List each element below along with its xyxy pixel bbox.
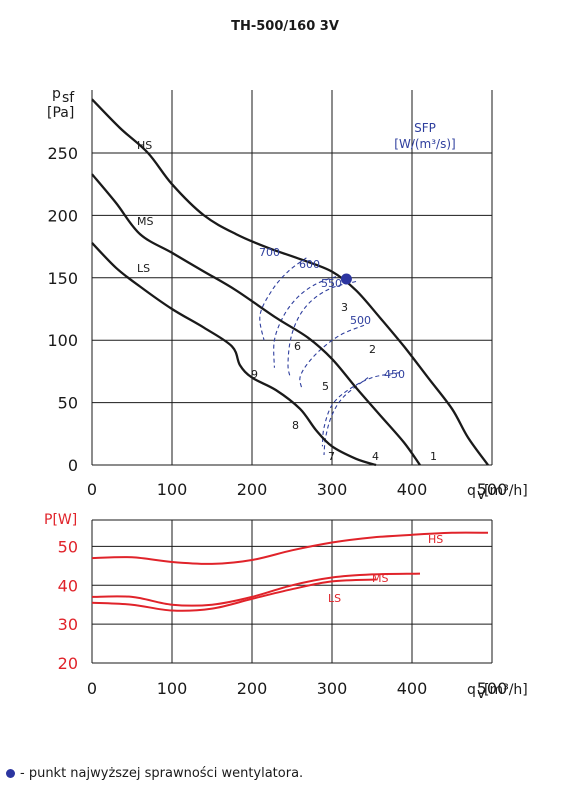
power-x-axis-label-sub: v xyxy=(477,686,485,702)
y-tick-label: 150 xyxy=(47,269,78,288)
operating-point-label: 1 xyxy=(430,450,437,463)
sfp-curve xyxy=(321,372,401,447)
sfp-curve xyxy=(323,377,369,456)
y-tick-label: 200 xyxy=(47,206,78,225)
power-y-tick-label: 20 xyxy=(58,654,78,673)
best-efficiency-point xyxy=(340,273,352,285)
sfp-value-label: 450 xyxy=(384,368,405,381)
power-x-tick-label: 500 xyxy=(477,679,508,698)
operating-point-label: 2 xyxy=(369,343,376,356)
x-axis-label: q xyxy=(467,483,476,499)
operating-point-label: 5 xyxy=(322,380,329,393)
power-x-axis-label: q xyxy=(467,682,476,698)
sfp-unit: [W/(m³/s)] xyxy=(394,137,455,151)
power-label-ls: LS xyxy=(328,592,341,605)
power-y-axis-label: P[W] xyxy=(44,512,77,528)
curve-label-ls: LS xyxy=(137,262,150,275)
operating-point-label: 6 xyxy=(294,340,301,353)
y-axis-label-sub: sf xyxy=(62,90,75,106)
fan-curve-hs xyxy=(91,98,489,466)
power-curve-ms xyxy=(91,572,421,607)
power-curve-ls xyxy=(91,578,377,612)
fan-curve-ms xyxy=(91,173,421,466)
sfp-title: SFP xyxy=(414,121,436,135)
power-y-tick-label: 40 xyxy=(58,576,78,595)
y-tick-label: 100 xyxy=(47,331,78,350)
x-axis-unit: [m³/h] xyxy=(484,483,528,499)
legend: - punkt najwyższej sprawności wentylator… xyxy=(6,766,303,781)
power-x-tick-label: 100 xyxy=(157,679,188,698)
sfp-value-label: 550 xyxy=(321,277,342,290)
power-y-tick-label: 30 xyxy=(58,615,78,634)
power-x-tick-label: 300 xyxy=(317,679,348,698)
sfp-curve xyxy=(259,257,307,341)
legend-text: - punkt najwyższej sprawności wentylator… xyxy=(20,766,304,781)
operating-point-label: 9 xyxy=(251,368,258,381)
operating-point-label: 8 xyxy=(292,419,299,432)
power-x-tick-label: 200 xyxy=(237,679,268,698)
y-tick-label: 250 xyxy=(47,144,78,163)
y-tick-label: 0 xyxy=(68,456,78,475)
sfp-value-label: 500 xyxy=(350,314,371,327)
power-y-tick-label: 50 xyxy=(58,537,78,556)
sfp-curve xyxy=(287,280,357,378)
x-axis-label-sub: v xyxy=(477,487,485,503)
power-x-axis-unit: [m³/h] xyxy=(484,682,528,698)
curve-label-ms: MS xyxy=(137,215,153,228)
power-x-tick-label: 0 xyxy=(87,679,97,698)
sfp-value-label: 600 xyxy=(299,258,320,271)
x-tick-label: 100 xyxy=(157,480,188,499)
x-tick-label: 0 xyxy=(87,480,97,499)
operating-point-label: 3 xyxy=(341,301,348,314)
x-tick-label: 500 xyxy=(477,480,508,499)
power-label-hs: HS xyxy=(428,533,443,546)
x-tick-label: 200 xyxy=(237,480,268,499)
y-tick-label: 50 xyxy=(58,394,78,413)
chart-title: TH-500/160 3V xyxy=(231,19,339,34)
sfp-curve xyxy=(299,324,365,388)
y-axis-label: p xyxy=(52,86,61,102)
x-tick-label: 400 xyxy=(397,480,428,499)
sfp-value-label: 700 xyxy=(259,246,280,259)
x-tick-label: 300 xyxy=(317,480,348,499)
operating-point-label: 7 xyxy=(328,450,335,463)
curve-label-hs: HS xyxy=(137,139,152,152)
power-label-ms: MS xyxy=(372,572,388,585)
power-x-tick-label: 400 xyxy=(397,679,428,698)
operating-point-label: 4 xyxy=(372,450,379,463)
best-efficiency-marker xyxy=(6,769,15,778)
fan-curve-ls xyxy=(91,242,377,467)
y-axis-unit: [Pa] xyxy=(47,105,74,121)
power-curve-hs xyxy=(91,531,489,565)
